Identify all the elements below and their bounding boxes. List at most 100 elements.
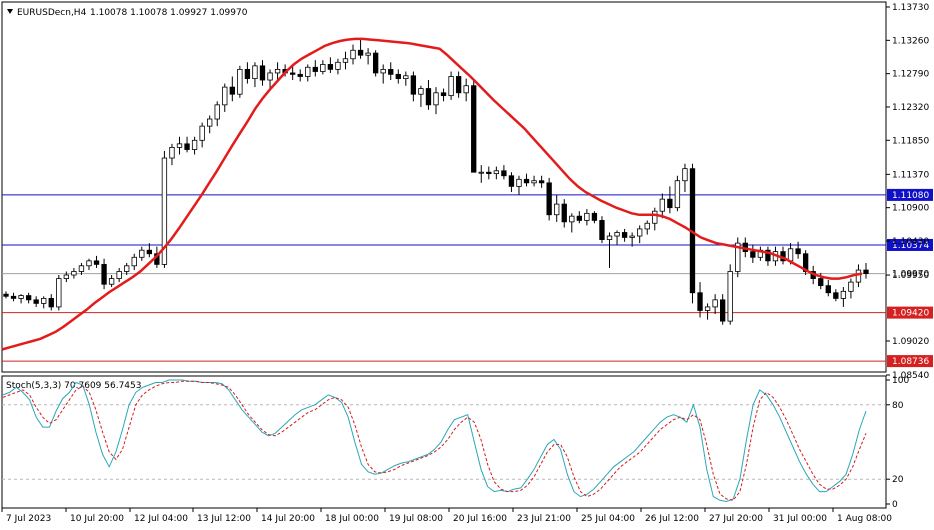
level-price-box — [886, 267, 934, 281]
candle-bear — [25, 295, 32, 301]
candle-bull — [41, 298, 47, 304]
candle-bear — [244, 68, 251, 80]
level-price-box — [887, 306, 933, 319]
candle-bear — [93, 260, 100, 265]
candle-bear — [48, 298, 54, 308]
candle-bear — [184, 143, 190, 150]
candle-bull — [554, 203, 560, 216]
candle-bull — [584, 212, 590, 221]
moving-average — [1, 37, 863, 351]
candle-bull — [207, 118, 213, 127]
level-price-label: 1.08736 — [892, 357, 929, 367]
candle-bear — [425, 88, 432, 106]
price-tick-label: 1.09950 — [892, 271, 929, 281]
candle-bull — [418, 88, 424, 95]
time-tick-label: 18 Jul 00:00 — [325, 514, 379, 524]
price-tick-label: 1.11850 — [892, 136, 929, 146]
candle-bull — [848, 281, 854, 292]
candle-bear — [599, 220, 605, 240]
price-tick-label: 1.08540 — [892, 371, 929, 381]
stoch-tick-label: 100 — [892, 376, 909, 386]
time-tick-label: 25 Jul 04:00 — [581, 514, 635, 524]
candle-bear — [508, 175, 515, 187]
stoch-tick-label: 80 — [892, 401, 904, 411]
price-panel-frame — [1, 1, 887, 373]
price-tick-label: 1.13260 — [892, 36, 929, 46]
candle-bull — [682, 168, 688, 182]
candle-bull — [637, 228, 643, 237]
level-price-box — [887, 238, 933, 251]
price-tick-label: 1.09020 — [892, 337, 929, 347]
candle-bear — [440, 92, 447, 97]
price-tick-label: 1.10430 — [892, 237, 929, 247]
candle-bull — [305, 66, 311, 77]
candle-bull — [335, 61, 341, 70]
candle-bull — [659, 198, 665, 212]
time-tick-label: 26 Jul 12:00 — [645, 514, 699, 524]
price-tick-label: 1.11370 — [892, 170, 929, 180]
level-price-box — [887, 355, 933, 368]
candle-bear — [297, 73, 303, 77]
candle-bull — [704, 306, 711, 311]
candle-bear — [395, 73, 401, 80]
candle-bull — [108, 278, 115, 285]
time-tick-label: 10 Jul 20:00 — [70, 514, 124, 524]
stoch-tick-label: 20 — [892, 475, 904, 485]
level-price-label: 1.09970 — [892, 270, 929, 280]
time-tick-label: 31 Jul 00:00 — [773, 514, 827, 524]
candle-bull — [674, 180, 681, 209]
price-axis: 1.13730 1.13260 1.12790 1.12320 1.11850 1.113… — [886, 3, 929, 381]
candle-bear — [667, 198, 673, 209]
candle-bear — [863, 269, 869, 275]
candle-bull — [222, 86, 228, 106]
candle-bear — [290, 72, 296, 75]
candle-bear — [576, 215, 582, 221]
candle-bull — [86, 260, 92, 267]
candle-bull — [840, 290, 847, 299]
candle-bear — [372, 52, 379, 74]
level-price-label: 1.09420 — [892, 309, 929, 319]
level-lines: 1.11080 1.10374 1.09970 1.09420 1.08736 — [2, 188, 934, 368]
candle-bull — [380, 68, 386, 74]
candle-bull — [735, 242, 741, 272]
candle-bull — [71, 271, 77, 276]
candle-bear — [501, 170, 507, 177]
candle-bull — [191, 139, 198, 150]
level-price-label: 1.10374 — [892, 241, 929, 251]
stoch-main-line — [2, 379, 867, 503]
candle-bear — [259, 65, 266, 81]
stoch-tick-label: 0 — [892, 500, 898, 510]
candle-bear — [546, 182, 552, 216]
candle-bull — [727, 271, 733, 322]
candle-bull — [116, 271, 122, 279]
candle-bull — [614, 232, 620, 237]
candle-bull — [855, 269, 862, 283]
collapse-triangle-icon[interactable] — [7, 9, 13, 14]
candle-bull — [56, 278, 62, 308]
candle-bear — [455, 76, 462, 94]
candle-bull — [516, 178, 522, 187]
stoch-signal-line — [2, 380, 867, 501]
moving-average-line — [1, 37, 863, 351]
candle-bear — [10, 295, 17, 299]
candle-bull — [463, 85, 469, 94]
candle-bull — [478, 171, 484, 174]
candle-bear — [146, 249, 152, 255]
candle-bull — [569, 215, 575, 223]
stoch-panel-frame — [1, 375, 887, 509]
candle-bull — [176, 143, 183, 148]
candle-bull — [63, 274, 70, 279]
time-tick-label: 13 Jul 12:00 — [197, 514, 251, 524]
candle-bear — [3, 293, 9, 297]
candle-bear — [327, 64, 334, 70]
candle-series — [3, 38, 869, 325]
candle-bear — [720, 299, 726, 322]
candle-bull — [342, 58, 349, 63]
candle-bull — [652, 210, 658, 224]
level-price-box — [887, 188, 933, 201]
candle-bull — [78, 265, 85, 272]
candle-bear — [697, 292, 703, 311]
candle-bear — [538, 180, 545, 184]
